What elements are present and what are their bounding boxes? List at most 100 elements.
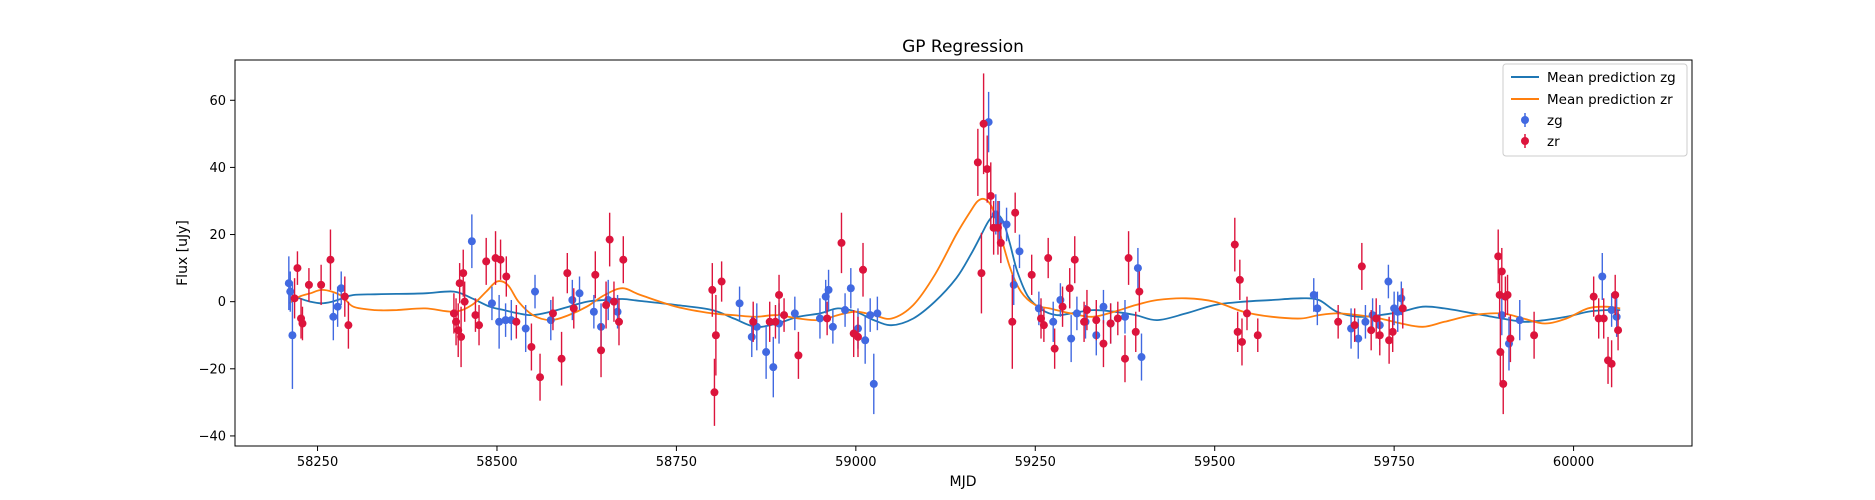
data-point-zr <box>290 294 299 303</box>
data-point-zr <box>775 290 784 299</box>
data-point-zg <box>487 299 496 308</box>
x-tick-label: 60000 <box>1553 455 1594 470</box>
data-point-zr <box>1334 317 1343 326</box>
data-point-zr <box>1113 314 1122 323</box>
data-point-zg <box>1015 247 1024 256</box>
data-point-zg <box>1397 294 1406 303</box>
data-point-zr <box>717 277 726 286</box>
data-point-zr <box>1499 379 1508 388</box>
data-point-zr <box>1080 317 1089 326</box>
data-point-zr <box>340 292 349 301</box>
data-point-zr <box>536 373 545 382</box>
data-point-zr <box>1388 327 1397 336</box>
data-point-zg <box>1607 306 1616 315</box>
x-axis-label: MJD <box>950 474 977 490</box>
data-point-zg <box>824 285 833 294</box>
data-point-zr <box>823 314 832 323</box>
data-point-zr <box>527 342 536 351</box>
data-point-zg <box>467 237 476 246</box>
data-point-zr <box>1008 317 1017 326</box>
data-point-zr <box>1243 309 1252 318</box>
mean-prediction-zg-line <box>288 213 1621 328</box>
legend-label-zr-points: zr <box>1547 134 1560 150</box>
data-point-zg <box>846 284 855 293</box>
x-tick-label: 58500 <box>476 455 517 470</box>
y-axis-ticks: −40 −20 0 20 40 60 <box>199 94 235 444</box>
data-point-zr <box>459 269 468 278</box>
legend-entry-zg-points: zg <box>1521 113 1563 129</box>
x-tick-label: 59750 <box>1373 455 1414 470</box>
data-point-zg <box>873 309 882 318</box>
legend-label-zg-line: Mean prediction zg <box>1547 70 1676 86</box>
data-point-zr <box>1497 267 1506 276</box>
data-point-zg <box>589 307 598 316</box>
data-point-zr <box>1611 290 1620 299</box>
data-point-zg <box>521 324 530 333</box>
data-point-zr <box>1496 348 1505 357</box>
data-point-zg <box>866 311 875 320</box>
data-point-zr <box>455 279 464 288</box>
data-point-zg <box>1009 280 1018 289</box>
data-point-zr <box>1385 336 1394 345</box>
data-point-zg <box>333 302 342 311</box>
data-point-zr <box>293 264 302 273</box>
data-point-zr <box>557 354 566 363</box>
data-point-zr <box>993 223 1002 232</box>
data-point-zr <box>765 317 774 326</box>
data-point-zr <box>591 270 600 279</box>
data-point-zr <box>614 317 623 326</box>
data-point-zg <box>821 292 830 301</box>
data-point-zr <box>482 257 491 266</box>
y-tick-label: −40 <box>199 429 226 444</box>
data-point-zr <box>983 165 992 174</box>
data-point-zr <box>512 317 521 326</box>
data-point-zg <box>501 316 510 325</box>
data-point-zr <box>569 304 578 313</box>
data-point-zg <box>995 217 1004 226</box>
data-point-zr <box>502 272 511 281</box>
data-point-zg <box>575 289 584 298</box>
data-point-zr <box>344 321 353 330</box>
data-point-zg <box>1067 334 1076 343</box>
data-point-zr <box>1253 331 1262 340</box>
data-point-zg <box>869 379 878 388</box>
data-point-zr <box>794 351 803 360</box>
data-point-zr <box>708 285 717 294</box>
data-point-zg <box>288 331 297 340</box>
data-point-zr <box>979 119 988 128</box>
data-point-zr <box>563 269 572 278</box>
data-point-zg <box>1072 309 1081 318</box>
data-point-zg <box>1384 277 1393 286</box>
data-point-zr <box>710 388 719 397</box>
data-point-zr <box>1506 334 1515 343</box>
y-tick-label: −20 <box>199 362 226 377</box>
data-point-zr <box>1357 262 1366 271</box>
data-point-zr <box>460 297 469 306</box>
data-point-zr <box>1124 254 1133 263</box>
y-tick-label: 0 <box>218 295 226 310</box>
data-point-zr <box>1367 326 1376 335</box>
data-point-zg <box>762 348 771 357</box>
data-point-zr <box>1082 306 1091 315</box>
data-point-zr <box>326 255 335 264</box>
data-point-zr <box>605 235 614 244</box>
data-point-zr <box>977 269 986 278</box>
data-point-zg <box>828 322 837 331</box>
data-point-zg <box>861 336 870 345</box>
data-point-zr <box>609 297 618 306</box>
data-point-zr <box>1614 326 1623 335</box>
legend-entry-zg-line: Mean prediction zg <box>1511 70 1676 86</box>
data-point-zg <box>1309 290 1318 299</box>
data-point-zg <box>769 363 778 372</box>
data-point-zr <box>1027 270 1036 279</box>
data-point-zr <box>619 255 628 264</box>
data-point-zr <box>1372 314 1381 323</box>
data-point-zr <box>1530 331 1539 340</box>
data-point-zr <box>1607 359 1616 368</box>
data-point-zr <box>1599 314 1608 323</box>
data-point-zg <box>1137 353 1146 362</box>
data-point-zr <box>496 255 505 264</box>
data-point-zg <box>747 332 756 341</box>
data-point-zr <box>1589 292 1598 301</box>
data-point-zr <box>1235 275 1244 284</box>
